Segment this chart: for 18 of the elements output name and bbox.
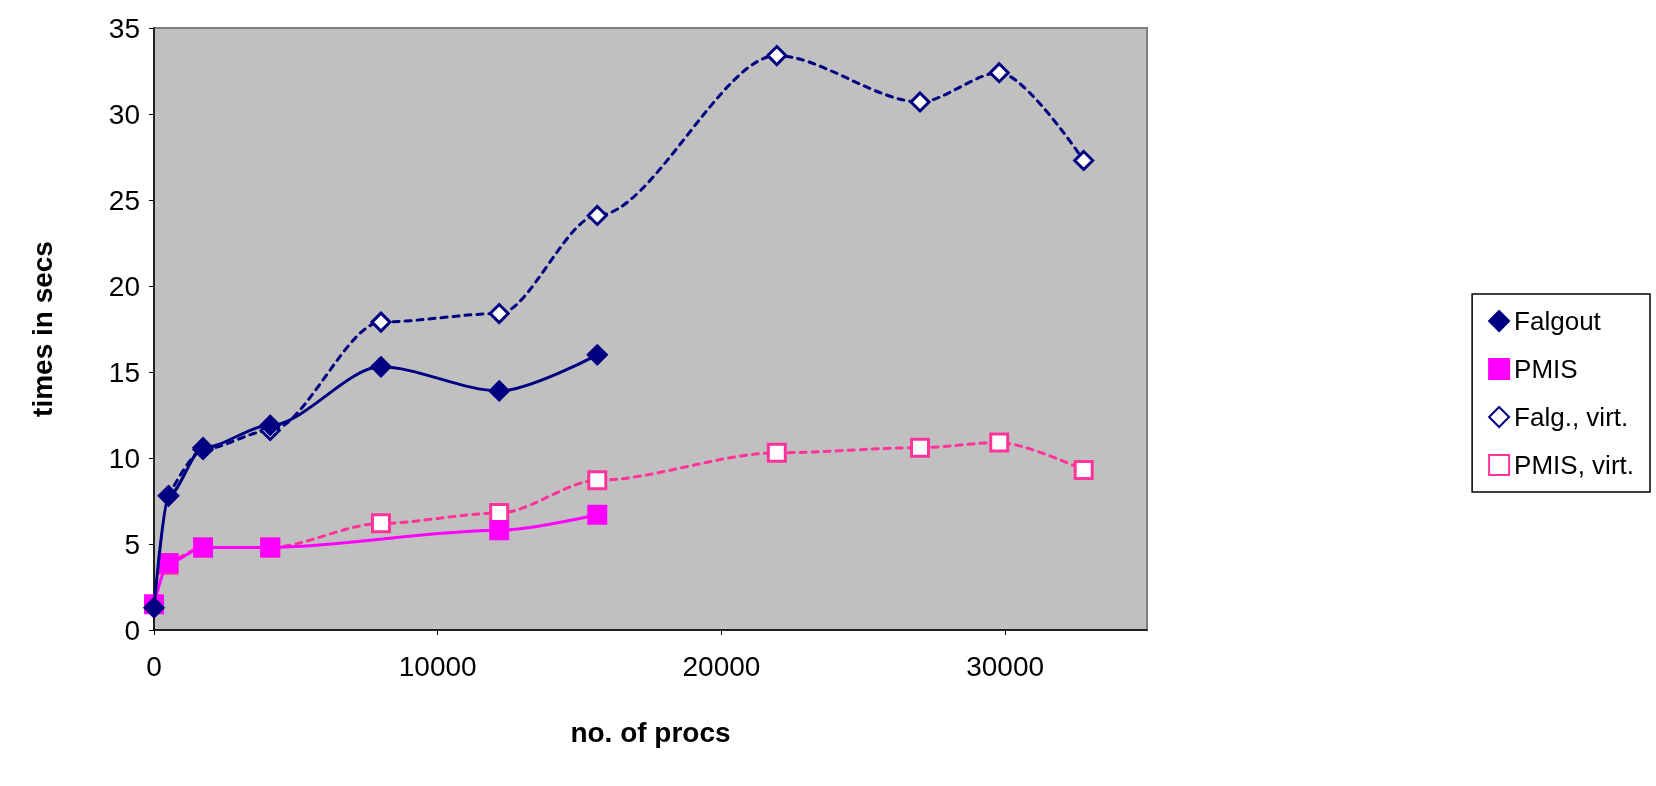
y-tick-label: 20 bbox=[108, 270, 140, 302]
y-tick-label: 15 bbox=[108, 356, 140, 388]
legend-label: PMIS, virt. bbox=[1514, 450, 1635, 480]
x-axis-title: no. of procs bbox=[570, 716, 731, 748]
y-tick-label: 35 bbox=[108, 12, 140, 44]
legend-label: Falg., virt. bbox=[1514, 402, 1629, 432]
y-tick-label: 10 bbox=[108, 442, 140, 474]
x-tick-label: 30000 bbox=[966, 650, 1045, 682]
y-tick-label: 25 bbox=[108, 184, 140, 216]
legend-label: Falgout bbox=[1514, 306, 1602, 336]
y-axis-title: times in secs bbox=[26, 241, 58, 417]
x-tick-label: 20000 bbox=[682, 650, 761, 682]
x-tick-label: 0 bbox=[146, 650, 162, 682]
x-tick-label: 10000 bbox=[398, 650, 477, 682]
y-tick-label: 30 bbox=[108, 98, 140, 130]
y-tick-label: 0 bbox=[124, 614, 140, 646]
y-tick-label: 5 bbox=[124, 528, 140, 560]
legend-label: PMIS bbox=[1514, 354, 1578, 384]
